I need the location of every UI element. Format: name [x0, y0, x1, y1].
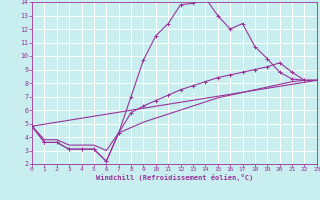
- X-axis label: Windchill (Refroidissement éolien,°C): Windchill (Refroidissement éolien,°C): [96, 174, 253, 181]
